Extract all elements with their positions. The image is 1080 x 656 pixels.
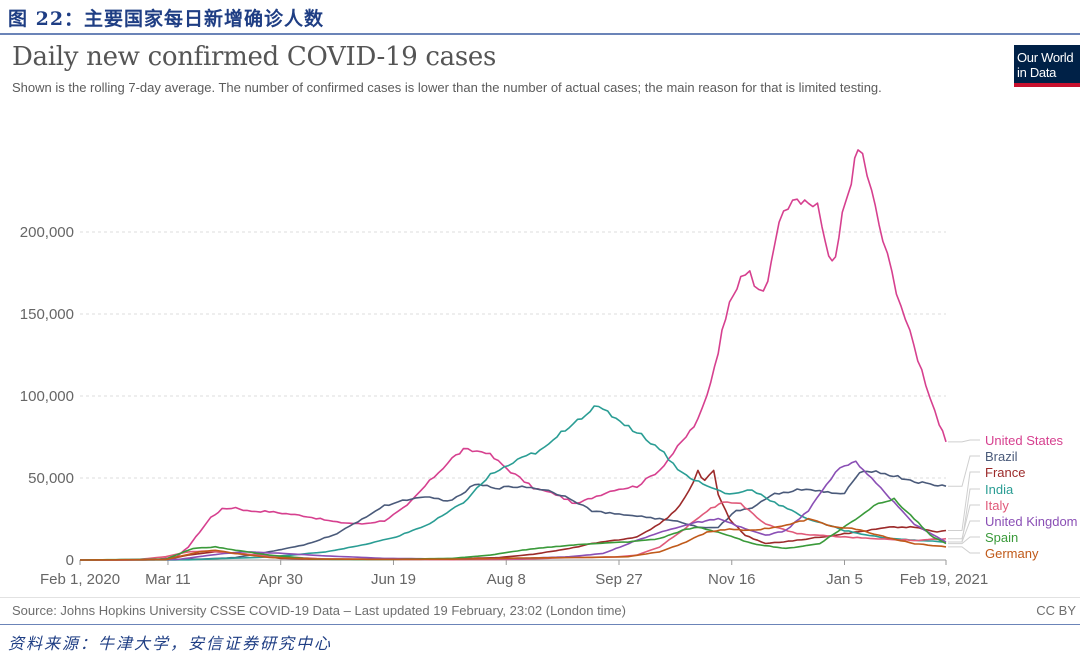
legend-leader-line [948,546,980,554]
y-tick-label: 0 [66,552,74,569]
x-tick-label: Mar 11 [145,571,191,588]
legend-leader-line [948,455,980,487]
license-label[interactable]: CC BY [1036,603,1076,618]
x-tick-label: Feb 1, 2020 [40,571,120,588]
series-layer [80,149,947,561]
legend-leader-line [948,439,980,443]
owid-logo-line2: in Data [1017,65,1057,80]
chart-subtitle: Shown is the rolling 7-day average. The … [12,80,882,95]
y-tick-label: 150,000 [20,306,74,323]
source-note[interactable]: Source: Johns Hopkins University CSSE CO… [12,603,626,618]
x-tick-label: Sep 27 [595,571,643,588]
footer-source-note: 资料来源：牛津大学，安信证券研究中心 [8,634,333,653]
series-line-brazil[interactable] [80,470,947,561]
y-tick-label: 200,000 [20,224,74,241]
x-tick-label: Apr 30 [259,571,303,588]
series-line-spain[interactable] [80,497,947,561]
footer-rule [0,624,1080,625]
legend-leader-line [948,471,980,531]
legend-label-brazil[interactable]: Brazil [985,449,1018,464]
legend-label-france[interactable]: France [985,465,1025,480]
x-tick-label: Jun 19 [371,571,416,588]
source-rule [0,597,1080,598]
series-line-united-kingdom[interactable] [80,460,947,561]
series-line-france[interactable] [80,469,947,561]
series-line-india[interactable] [80,405,947,561]
figure-caption: 图 22：主要国家每日新增确诊人数 [8,8,325,30]
x-tick-label: Nov 16 [708,571,756,588]
caption-rule [0,33,1080,35]
legend-label-united-kingdom[interactable]: United Kingdom [985,514,1078,529]
legend-label-italy[interactable]: Italy [985,498,1009,513]
axis-layer: 0 50,000 100,000 150,000 200,000 Feb 1, 2020 M… [20,224,988,588]
owid-logo[interactable]: Our World in Data [1014,45,1080,87]
owid-logo-line1: Our World [1017,50,1074,65]
legend-leader-line [948,536,980,545]
series-line-germany[interactable] [80,517,947,561]
x-tick-label: Aug 8 [487,571,526,588]
legend-leader-line [948,520,980,543]
x-tick-label: Jan 5 [826,571,863,588]
legend-label-spain[interactable]: Spain [985,530,1018,545]
legend-leader-line [948,504,980,540]
series-line-united-states[interactable] [80,149,947,561]
chart-title: Daily new confirmed COVID-19 cases [12,42,497,72]
line-chart: 0 50,000 100,000 150,000 200,000 Feb 1, 2020 M… [20,149,1078,588]
legend-label-united-states[interactable]: United States [985,433,1064,448]
legend-label-germany[interactable]: Germany [985,546,1039,561]
x-tick-label: Feb 19, 2021 [900,571,988,588]
y-tick-label: 50,000 [28,470,74,487]
grid-layer [80,231,946,479]
legend-label-india[interactable]: India [985,482,1014,497]
y-tick-label: 100,000 [20,388,74,405]
